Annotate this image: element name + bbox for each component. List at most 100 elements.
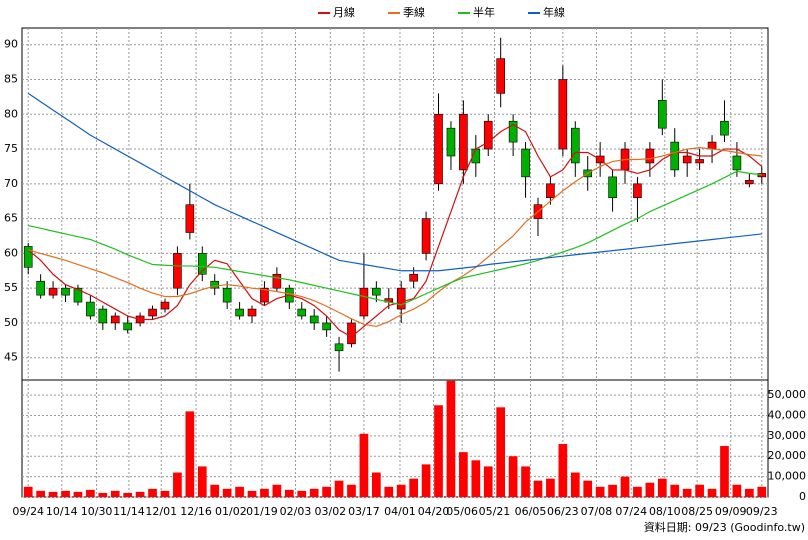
- moving-average-line: [28, 147, 762, 328]
- candle-body: [446, 127, 456, 157]
- y-tick-label: 70: [4, 177, 18, 190]
- x-tick-label: 09/23: [746, 505, 778, 518]
- volume-bar: [222, 488, 232, 497]
- volume-bar: [409, 478, 419, 497]
- y2-tick-label: 30,000: [768, 429, 807, 442]
- x-tick-label: 04/01: [384, 505, 416, 518]
- x-tick-label: 01/02: [215, 505, 247, 518]
- volume-bar: [260, 488, 269, 497]
- volume-bar: [670, 484, 680, 497]
- candle-body: [608, 176, 617, 199]
- candle-body: [297, 308, 307, 317]
- volume-bar: [471, 460, 481, 497]
- volume-bar: [334, 480, 344, 497]
- x-tick-label: 07/08: [581, 505, 613, 518]
- x-tick-label: 06/05: [515, 505, 547, 518]
- candle-body: [98, 308, 108, 324]
- candle-body: [372, 287, 381, 296]
- candle-body: [160, 301, 170, 310]
- y-tick-label: 80: [4, 107, 18, 120]
- candle-body: [73, 287, 83, 303]
- moving-average-line: [27, 92, 762, 272]
- volume-bar: [185, 411, 195, 497]
- candle-body: [670, 141, 680, 171]
- volume-bar: [247, 490, 257, 497]
- x-tick-label: 05/06: [446, 505, 478, 518]
- legend-label: 年線: [543, 5, 565, 19]
- volume-bar: [322, 486, 331, 497]
- candle-body: [48, 287, 58, 296]
- candle-body: [148, 308, 157, 317]
- volume-bar: [359, 433, 369, 497]
- candle-body: [732, 155, 742, 171]
- candle-body: [272, 273, 282, 289]
- candle-body: [421, 218, 431, 254]
- volume-bar: [148, 488, 157, 497]
- y2-tick-label: 10,000: [768, 470, 807, 483]
- candle-body: [235, 308, 244, 317]
- legend-label: 季線: [403, 5, 425, 19]
- x-tick-label: 07/24: [615, 505, 647, 518]
- candle-body: [682, 155, 692, 164]
- candle-body: [396, 287, 406, 310]
- volume-bar: [86, 489, 95, 497]
- volume-bar: [533, 480, 543, 497]
- volume-bar: [272, 484, 282, 497]
- volume-bar: [496, 407, 506, 497]
- volume-bar: [720, 446, 729, 497]
- x-tick-label: 03/02: [314, 505, 346, 518]
- x-tick-label: 10/14: [46, 505, 78, 518]
- plot-frame: [21, 27, 769, 498]
- candle-body: [633, 183, 642, 199]
- volume-bar: [645, 482, 655, 497]
- candle-body: [645, 148, 655, 164]
- y-tick-label: 55: [4, 281, 18, 294]
- candle-body: [110, 315, 120, 324]
- volume-bar: [110, 490, 120, 497]
- candle-body: [695, 159, 704, 164]
- y2-tick-label: 0: [799, 490, 806, 503]
- candle-body: [521, 148, 530, 178]
- volume-bar: [546, 478, 555, 497]
- candle-body: [247, 308, 257, 317]
- volume-bar: [508, 456, 518, 497]
- volume-bar: [732, 484, 742, 497]
- volume-bar: [595, 486, 605, 497]
- volume-bar: [173, 472, 182, 497]
- volume-bar: [744, 488, 754, 497]
- volume-bar: [446, 380, 456, 497]
- volume-bar: [757, 486, 767, 497]
- y-tick-label: 90: [4, 38, 18, 51]
- y-tick-label: 45: [4, 351, 18, 364]
- volume-bar: [633, 486, 642, 497]
- volume-bar: [521, 466, 530, 497]
- candle-body: [197, 253, 207, 275]
- volume-bar: [570, 472, 580, 497]
- candle-body: [309, 315, 319, 324]
- volume-bar: [608, 484, 617, 497]
- x-tick-label: 11/14: [113, 505, 145, 518]
- candle-body: [260, 287, 269, 303]
- candle-body: [707, 141, 717, 150]
- volume-bar: [210, 484, 220, 497]
- candle-body: [658, 100, 667, 129]
- candle-body: [86, 301, 95, 317]
- volume-bar: [297, 490, 307, 497]
- x-tick-label: 09/24: [12, 505, 44, 518]
- candle-body: [546, 183, 555, 199]
- y-tick-label: 65: [4, 212, 18, 225]
- volume-bar: [61, 490, 70, 497]
- candle-body: [508, 120, 518, 143]
- candle-body: [61, 287, 70, 296]
- legend-label: 半年: [473, 5, 495, 19]
- volume-bar: [197, 466, 207, 497]
- y-tick-label: 60: [4, 246, 18, 259]
- volume-bar: [558, 444, 568, 497]
- candle-body: [123, 322, 132, 331]
- candle-body: [558, 79, 568, 150]
- x-tick-label: 04/20: [418, 505, 450, 518]
- x-tick-label: 06/23: [547, 505, 579, 518]
- volume-bar: [384, 486, 394, 497]
